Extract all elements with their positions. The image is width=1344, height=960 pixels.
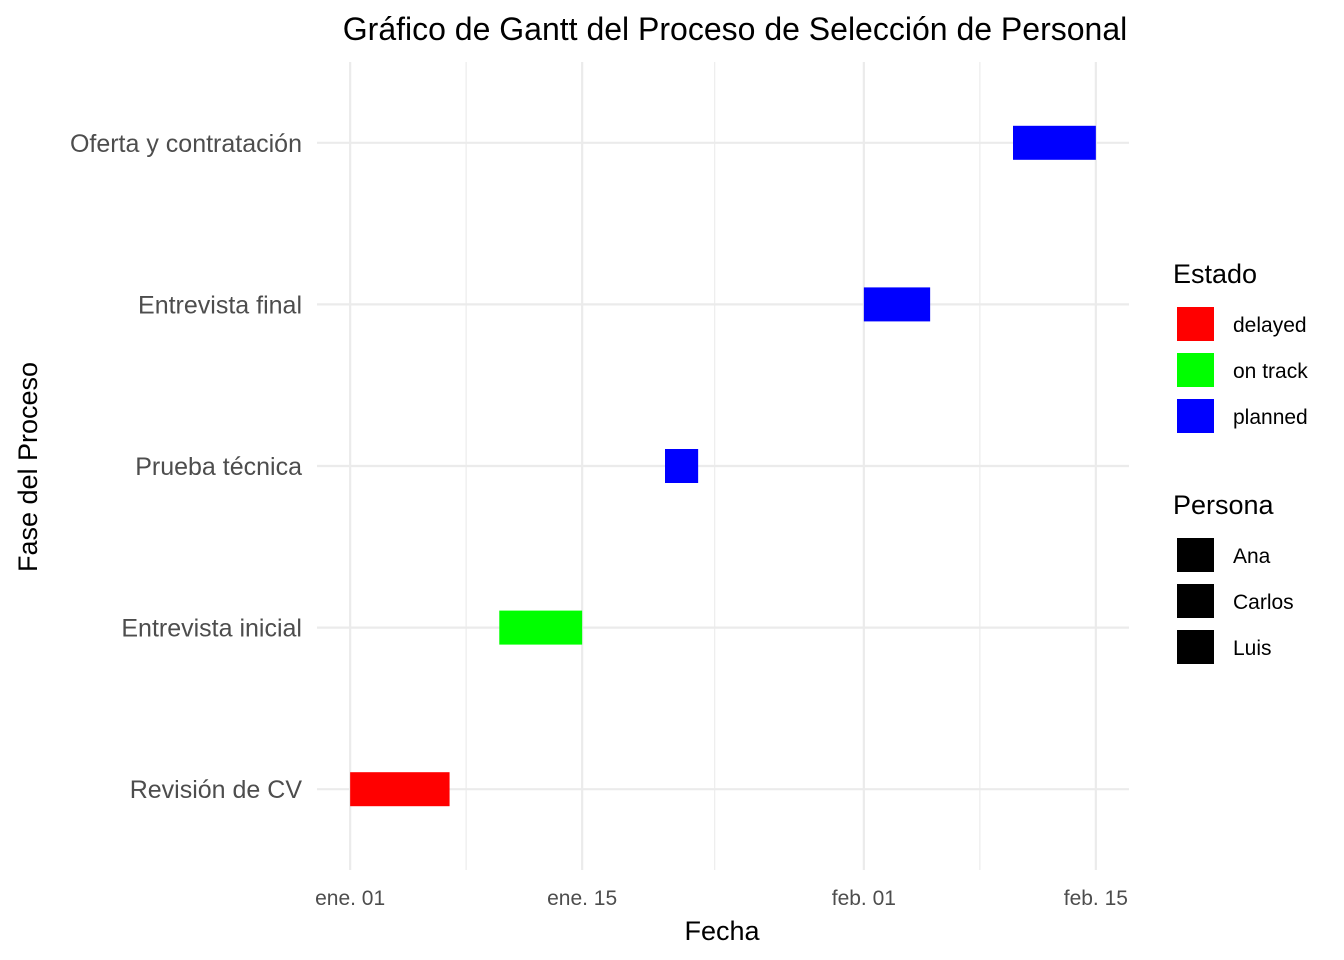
x-axis-ticks: ene. 01 ene. 15 feb. 01 feb. 15 xyxy=(315,887,1128,910)
legend-key xyxy=(1177,399,1214,433)
legend-title: Persona xyxy=(1173,490,1275,520)
legend-label: Luis xyxy=(1233,637,1272,660)
legend-label: Carlos xyxy=(1233,591,1294,614)
x-tick-label: feb. 15 xyxy=(1064,887,1128,910)
y-axis-ticks: Revisión de CV Entrevista inicial Prueba t… xyxy=(70,130,302,804)
y-tick-label: Entrevista final xyxy=(138,291,302,319)
legend-label: Ana xyxy=(1233,545,1271,568)
legend-key xyxy=(1177,353,1214,387)
legend-title: Estado xyxy=(1173,259,1257,289)
y-tick-label: Entrevista inicial xyxy=(121,615,302,643)
x-tick-label: ene. 01 xyxy=(315,887,385,910)
legend-label: planned xyxy=(1233,406,1308,429)
grid-layer xyxy=(317,62,1129,870)
x-tick-label: ene. 15 xyxy=(547,887,617,910)
y-tick-label: Prueba técnica xyxy=(135,453,302,481)
y-tick-label: Oferta y contratación xyxy=(70,130,302,158)
legend-key xyxy=(1177,538,1214,572)
legend-key xyxy=(1177,630,1214,664)
y-tick-label: Revisión de CV xyxy=(130,776,303,804)
legend-key xyxy=(1177,307,1214,341)
y-axis-title: Fase del Proceso xyxy=(13,362,43,572)
gantt-bar xyxy=(1013,125,1096,160)
x-tick-label: feb. 01 xyxy=(832,887,896,910)
legend-key xyxy=(1177,584,1214,618)
gantt-bar xyxy=(665,449,699,483)
gantt-bar xyxy=(350,772,450,807)
gantt-bar xyxy=(863,287,931,322)
gantt-bar xyxy=(499,610,583,645)
legend-label: delayed xyxy=(1233,314,1307,337)
x-axis-title: Fecha xyxy=(684,916,760,946)
bar-layer xyxy=(350,125,1096,807)
chart-title: Gráfico de Gantt del Proceso de Selecció… xyxy=(343,11,1127,47)
legend-label: on track xyxy=(1233,360,1308,383)
legend: Estado delayed on track planned Persona Ana Ca… xyxy=(1173,259,1308,664)
